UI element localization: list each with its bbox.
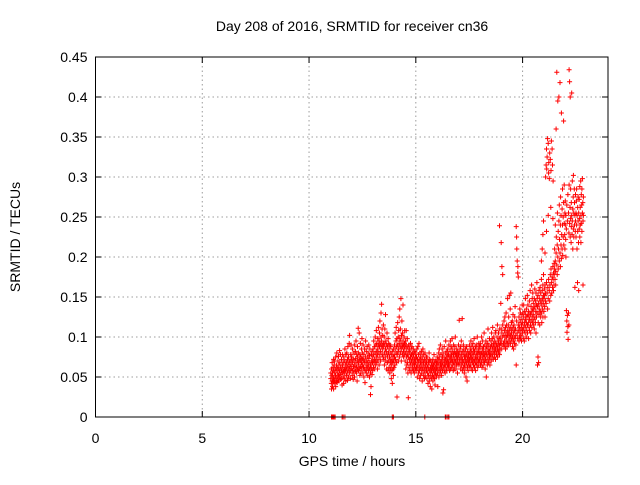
y-tick-label: 0.45 bbox=[60, 49, 87, 65]
tick-labels: 0 5 10 15 20 0 0.05 0.1 0.15 0.2 0.25 0.3 0.35 0.4 0.4… bbox=[60, 49, 530, 446]
plot-frame bbox=[95, 56, 609, 418]
chart-title: Day 208 of 2016, SRMTID for receiver cn3… bbox=[216, 18, 489, 34]
y-tick-label: 0.1 bbox=[68, 329, 88, 345]
y-axis-label: SRMTID / TECUs bbox=[7, 182, 23, 292]
y-tick-label: 0.05 bbox=[60, 369, 87, 385]
y-tick-label: 0.25 bbox=[60, 209, 87, 225]
y-tick-label: 0.3 bbox=[68, 169, 88, 185]
x-tick-label: 20 bbox=[515, 430, 531, 446]
y-tick-label: 0 bbox=[80, 409, 88, 425]
x-axis-label: GPS time / hours bbox=[299, 453, 406, 469]
y-tick-label: 0.2 bbox=[68, 249, 88, 265]
y-tick-label: 0.35 bbox=[60, 129, 87, 145]
x-tick-label: 10 bbox=[301, 430, 317, 446]
y-tick-label: 0.4 bbox=[68, 89, 88, 105]
x-tick-label: 0 bbox=[92, 430, 100, 446]
x-tick-label: 15 bbox=[408, 430, 424, 446]
x-tick-label: 5 bbox=[198, 430, 206, 446]
scatter-points bbox=[328, 67, 586, 420]
y-tick-label: 0.15 bbox=[60, 289, 87, 305]
grid-lines bbox=[95, 57, 608, 417]
